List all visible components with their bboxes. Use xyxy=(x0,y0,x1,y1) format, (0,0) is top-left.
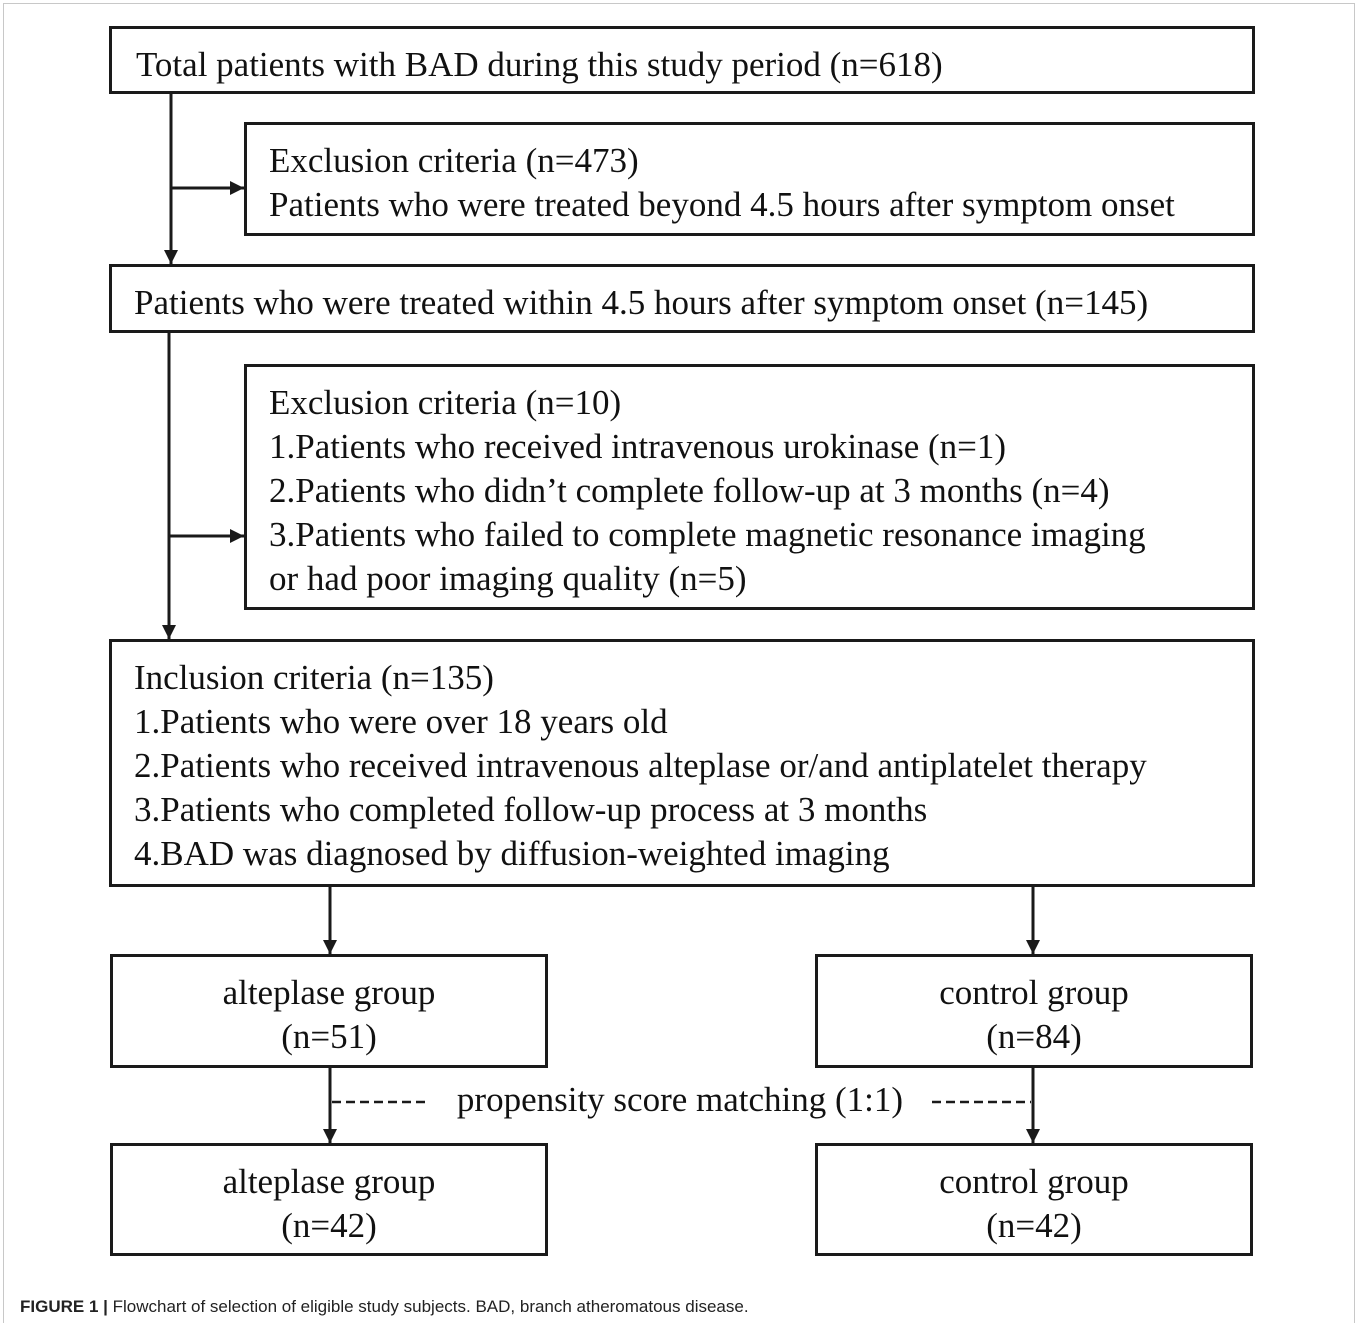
inclusion-item-4: 4.BAD was diagnosed by diffusion-weighte… xyxy=(134,834,890,873)
control-after-label: control group xyxy=(939,1162,1129,1201)
exclusion-criteria-2-box: Exclusion criteria (n=10) 1.Patients who… xyxy=(244,364,1255,610)
alteplase-group-before-box: alteplase group (n=51) xyxy=(110,954,548,1068)
caption-label: FIGURE 1 | xyxy=(20,1297,108,1316)
inclusion-item-1: 1.Patients who were over 18 years old xyxy=(134,702,668,741)
exclusion-criteria-1-box: Exclusion criteria (n=473) Patients who … xyxy=(244,122,1255,236)
control-group-after-box: control group (n=42) xyxy=(815,1143,1253,1256)
exclusion2-item-2: 2.Patients who didn’t complete follow-up… xyxy=(269,471,1110,510)
inclusion-item-2: 2.Patients who received intravenous alte… xyxy=(134,746,1147,785)
total-patients-text: Total patients with BAD during this stud… xyxy=(136,45,943,84)
figure-frame xyxy=(3,3,1355,1323)
control-before-n: (n=84) xyxy=(986,1017,1082,1056)
alteplase-after-n: (n=42) xyxy=(281,1206,377,1245)
alteplase-group-after-box: alteplase group (n=42) xyxy=(110,1143,548,1256)
exclusion1-title: Exclusion criteria (n=473) xyxy=(269,141,639,180)
inclusion-title: Inclusion criteria (n=135) xyxy=(134,658,494,697)
control-after-n: (n=42) xyxy=(986,1206,1082,1245)
within-window-box: Patients who were treated within 4.5 hou… xyxy=(109,264,1255,333)
propensity-score-matching-label: propensity score matching (1:1) xyxy=(440,1078,920,1122)
total-patients-box: Total patients with BAD during this stud… xyxy=(109,26,1255,94)
caption-text: Flowchart of selection of eligible study… xyxy=(107,1297,749,1316)
exclusion2-item-1: 1.Patients who received intravenous urok… xyxy=(269,427,1007,466)
figure-caption: FIGURE 1 | Flowchart of selection of eli… xyxy=(20,1296,749,1318)
alteplase-before-n: (n=51) xyxy=(281,1017,377,1056)
alteplase-before-label: alteplase group xyxy=(222,973,436,1012)
alteplase-after-label: alteplase group xyxy=(222,1162,436,1201)
exclusion2-item-3: 3.Patients who failed to complete magnet… xyxy=(269,515,1146,554)
exclusion2-title: Exclusion criteria (n=10) xyxy=(269,383,622,422)
inclusion-item-3: 3.Patients who completed follow-up proce… xyxy=(134,790,928,829)
exclusion2-item-3-cont: or had poor imaging quality (n=5) xyxy=(269,559,747,598)
exclusion1-line: Patients who were treated beyond 4.5 hou… xyxy=(269,185,1175,224)
control-before-label: control group xyxy=(939,973,1129,1012)
inclusion-criteria-box: Inclusion criteria (n=135) 1.Patients wh… xyxy=(109,639,1255,887)
control-group-before-box: control group (n=84) xyxy=(815,954,1253,1068)
within-window-text: Patients who were treated within 4.5 hou… xyxy=(134,283,1149,322)
